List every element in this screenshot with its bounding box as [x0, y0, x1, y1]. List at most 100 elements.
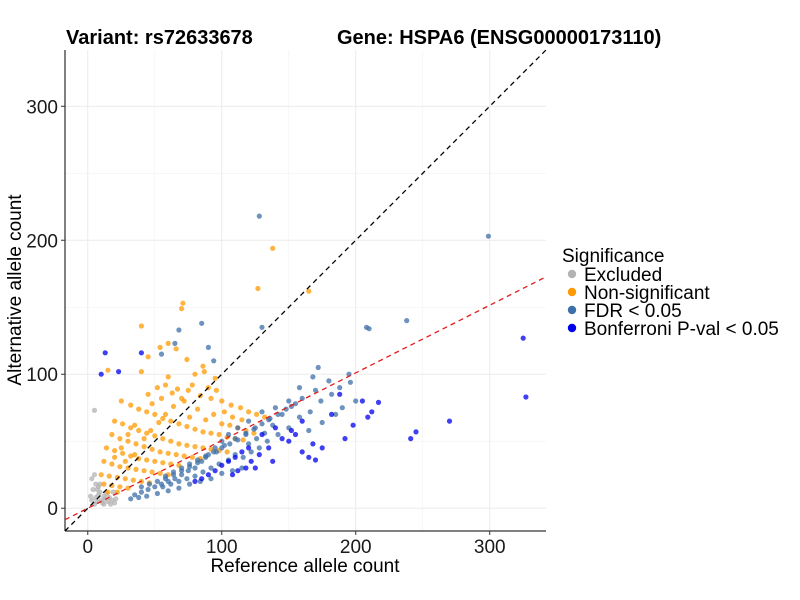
data-point [192, 426, 198, 432]
data-point [292, 431, 299, 438]
data-point [446, 418, 453, 424]
y-tick-label: 300 [26, 97, 58, 118]
data-point [296, 414, 303, 420]
data-point [93, 481, 99, 487]
data-point [299, 418, 305, 424]
data-point [176, 421, 182, 427]
data-point [296, 385, 303, 391]
data-point [359, 398, 365, 404]
data-point [246, 409, 252, 415]
data-point [203, 453, 209, 459]
data-point [158, 395, 165, 401]
data-point [172, 340, 178, 346]
data-point [160, 460, 166, 466]
data-point [227, 422, 233, 428]
data-point [144, 430, 150, 436]
data-point [102, 350, 108, 356]
data-point [404, 318, 410, 324]
legend-label: FDR < 0.05 [584, 301, 682, 322]
data-point [212, 445, 218, 451]
data-point [342, 436, 348, 442]
data-point [156, 419, 162, 426]
legend-swatch [567, 269, 577, 279]
data-point [179, 306, 185, 312]
x-tick-label: 300 [474, 537, 506, 558]
y-tick-label: 0 [47, 499, 58, 520]
data-point [227, 441, 233, 447]
data-point [299, 395, 305, 401]
data-point [225, 458, 232, 464]
data-point [94, 486, 100, 493]
data-point [366, 326, 372, 332]
data-point [168, 438, 174, 444]
data-point [136, 456, 142, 462]
data-point [138, 484, 144, 490]
data-point [132, 422, 138, 428]
data-point [144, 457, 150, 463]
data-point [292, 401, 299, 407]
y-axis-label: Alternative allele count [5, 194, 26, 386]
legend-label: Bonferroni P-val < 0.05 [584, 319, 779, 340]
data-point [132, 492, 138, 498]
data-point [138, 350, 144, 356]
data-point [306, 427, 312, 434]
data-point [165, 374, 171, 380]
legend-label: Non-significant [584, 283, 710, 304]
data-point [270, 245, 276, 251]
data-point [200, 429, 206, 435]
data-point [185, 468, 191, 474]
data-point [192, 465, 198, 471]
data-point [205, 472, 211, 478]
data-point [141, 468, 147, 474]
data-point [286, 438, 292, 444]
data-point [176, 327, 182, 333]
data-point [162, 473, 169, 479]
data-point [128, 402, 134, 408]
data-point [120, 450, 126, 456]
data-point [117, 464, 123, 470]
data-point [205, 344, 211, 350]
data-point [162, 411, 169, 417]
data-point [319, 445, 325, 451]
data-point [138, 323, 144, 329]
data-point [101, 458, 107, 464]
data-point [286, 398, 292, 404]
data-point [264, 438, 270, 444]
series-excluded [87, 407, 119, 507]
data-point [246, 441, 252, 447]
data-point [251, 426, 257, 432]
data-point [149, 446, 155, 452]
data-point [157, 344, 163, 350]
data-point [181, 453, 187, 459]
data-point [128, 425, 134, 431]
y-tick-label: 200 [26, 231, 58, 252]
data-point [157, 470, 163, 476]
data-point [101, 481, 107, 487]
data-point [375, 399, 382, 405]
data-point [213, 387, 219, 393]
data-point [170, 403, 177, 409]
data-point [270, 458, 276, 464]
data-point [173, 452, 179, 458]
data-point [279, 411, 285, 417]
reference-line-identity [64, 49, 547, 532]
data-point [187, 414, 193, 420]
data-point [109, 431, 115, 438]
data-point [235, 468, 241, 474]
data-point [89, 476, 95, 482]
data-point [229, 472, 236, 478]
data-point [145, 391, 151, 397]
series-bonferroni-p-val-0-05 [98, 335, 529, 484]
data-point [154, 478, 160, 484]
data-point [275, 431, 281, 438]
legend: Significance ExcludedNon-significantFDR … [562, 246, 779, 340]
data-point [179, 465, 185, 471]
data-point [259, 421, 265, 427]
data-point [160, 436, 166, 442]
data-point [125, 431, 131, 438]
data-point [91, 407, 98, 413]
data-point [239, 465, 245, 471]
data-point [229, 414, 236, 420]
data-point [187, 481, 193, 487]
